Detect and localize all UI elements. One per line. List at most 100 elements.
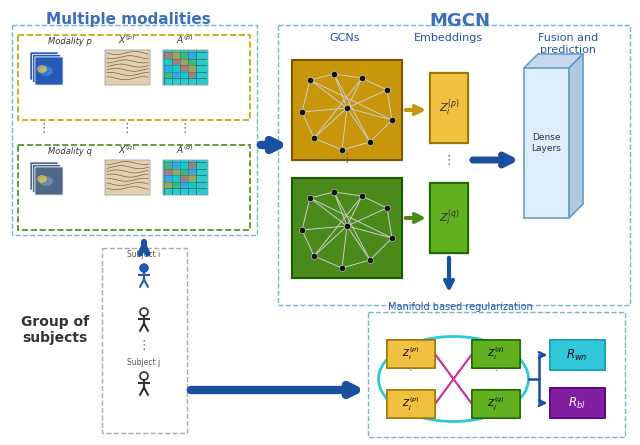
Bar	[180, 52, 188, 58]
Text: Subject j: Subject j	[127, 358, 161, 367]
Text: $Z_j^{(p)}$: $Z_j^{(p)}$	[403, 396, 420, 413]
Text: Subject i: Subject i	[127, 250, 161, 259]
Bar	[12, 25, 257, 235]
Ellipse shape	[39, 66, 53, 76]
Text: Modality p: Modality p	[48, 37, 92, 46]
Text: ⋮: ⋮	[179, 121, 191, 134]
Bar	[172, 175, 180, 182]
FancyBboxPatch shape	[550, 388, 605, 418]
Bar	[172, 169, 180, 175]
Text: Embeddings: Embeddings	[413, 33, 483, 43]
Bar	[164, 58, 172, 65]
Polygon shape	[524, 54, 583, 68]
Text: $A^{(p)}$: $A^{(p)}$	[176, 34, 194, 46]
FancyBboxPatch shape	[105, 160, 150, 195]
Bar	[164, 162, 172, 169]
Bar	[164, 72, 172, 78]
FancyBboxPatch shape	[35, 167, 63, 195]
Text: $Z_i^{(p)}$: $Z_i^{(p)}$	[438, 97, 460, 118]
FancyBboxPatch shape	[387, 340, 435, 368]
FancyBboxPatch shape	[472, 340, 520, 368]
Text: Multiple modalities: Multiple modalities	[45, 12, 211, 27]
Text: Dense
Layers: Dense Layers	[531, 134, 561, 153]
Bar	[102, 248, 187, 433]
Bar	[188, 65, 196, 72]
FancyBboxPatch shape	[292, 178, 402, 278]
FancyBboxPatch shape	[387, 390, 435, 418]
Bar	[524, 68, 569, 218]
Text: ⋮: ⋮	[443, 154, 455, 166]
Bar	[188, 175, 196, 182]
FancyBboxPatch shape	[105, 50, 150, 85]
Bar	[180, 58, 188, 65]
FancyBboxPatch shape	[33, 164, 61, 193]
Text: $X^{(q)}$: $X^{(q)}$	[118, 144, 136, 156]
Text: ⋮: ⋮	[138, 339, 150, 352]
FancyBboxPatch shape	[550, 340, 605, 370]
Text: ···: ···	[428, 349, 436, 359]
Text: ⋮: ⋮	[38, 121, 51, 134]
Text: $Z_i^{(p)}$: $Z_i^{(p)}$	[403, 346, 420, 362]
Text: $Z_i^{(q)}$: $Z_i^{(q)}$	[438, 208, 460, 228]
FancyBboxPatch shape	[430, 73, 468, 143]
FancyBboxPatch shape	[163, 160, 208, 195]
Bar	[188, 72, 196, 78]
FancyBboxPatch shape	[30, 52, 58, 80]
Bar	[188, 52, 196, 58]
Text: ···: ···	[428, 399, 436, 409]
Bar	[164, 65, 172, 72]
Bar	[188, 162, 196, 169]
FancyBboxPatch shape	[430, 183, 468, 253]
Bar	[180, 65, 188, 72]
Bar	[188, 58, 196, 65]
Text: ⋮: ⋮	[406, 362, 416, 372]
Bar	[172, 52, 180, 58]
FancyBboxPatch shape	[33, 54, 61, 83]
Bar	[164, 175, 172, 182]
Bar	[180, 72, 188, 78]
Text: $A^{(q)}$: $A^{(q)}$	[176, 144, 194, 156]
Ellipse shape	[37, 65, 47, 73]
Bar	[164, 182, 172, 188]
Text: $Z_i^{(q)}$: $Z_i^{(q)}$	[487, 346, 505, 362]
Polygon shape	[569, 54, 583, 218]
FancyBboxPatch shape	[35, 57, 63, 85]
Text: ⋮: ⋮	[491, 362, 501, 372]
Bar	[172, 72, 180, 78]
Bar	[164, 169, 172, 175]
Text: Fusion and
prediction: Fusion and prediction	[538, 33, 598, 55]
Bar	[180, 169, 188, 175]
Bar	[278, 25, 630, 305]
Bar	[368, 312, 625, 437]
Text: Manifold based regularization: Manifold based regularization	[388, 302, 532, 312]
Text: GCNs: GCNs	[330, 33, 360, 43]
FancyBboxPatch shape	[472, 390, 520, 418]
Text: ⋮: ⋮	[121, 121, 133, 134]
Ellipse shape	[39, 176, 53, 186]
Text: Group of
subjects: Group of subjects	[21, 315, 89, 345]
FancyBboxPatch shape	[30, 162, 58, 190]
Bar	[18, 35, 250, 120]
Bar	[188, 182, 196, 188]
Bar	[172, 162, 180, 169]
Bar	[172, 65, 180, 72]
FancyBboxPatch shape	[292, 60, 402, 160]
Text: $R_{wn}$: $R_{wn}$	[566, 348, 588, 363]
FancyBboxPatch shape	[163, 50, 208, 85]
Bar	[18, 145, 250, 230]
Bar	[172, 58, 180, 65]
Text: $X^{(p)}$: $X^{(p)}$	[118, 34, 136, 46]
Text: MGCN: MGCN	[429, 12, 490, 30]
Bar	[188, 169, 196, 175]
Text: ⋮: ⋮	[340, 151, 353, 165]
Bar	[180, 162, 188, 169]
Bar	[180, 182, 188, 188]
Text: $R_{bl}$: $R_{bl}$	[568, 396, 586, 411]
Circle shape	[140, 264, 148, 272]
Ellipse shape	[37, 175, 47, 183]
Text: $Z_j^{(q)}$: $Z_j^{(q)}$	[487, 396, 505, 413]
Text: Modality q: Modality q	[48, 147, 92, 156]
Bar	[180, 175, 188, 182]
Bar	[172, 182, 180, 188]
Bar	[164, 52, 172, 58]
